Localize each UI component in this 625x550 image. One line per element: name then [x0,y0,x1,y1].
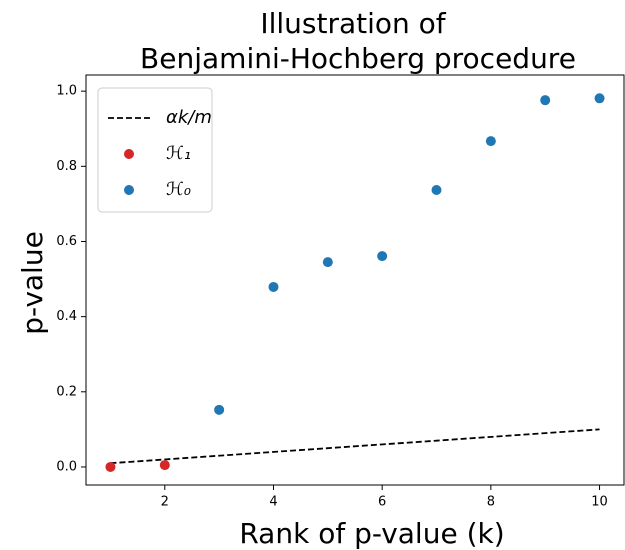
y-tick-label: 0.0 [56,459,77,474]
legend-label: ℋ₁ [166,143,191,164]
plot-frame [85,74,625,486]
y-tick-label: 1.0 [56,84,77,99]
chart-title: Illustration of [260,7,446,40]
point [268,281,279,292]
x-tick-label: 10 [591,495,608,510]
point [214,404,225,415]
y-tick-label: 0.4 [56,309,77,324]
legend-label: αk/m [166,107,212,128]
y-tick-label: 0.6 [56,234,77,249]
legend-marker [124,185,134,195]
point [322,257,333,268]
threshold-line [110,428,600,465]
y-tick-label: 0.2 [56,384,77,399]
x-tick-label: 8 [487,495,495,510]
x-axis-label: Rank of p-value (k) [239,517,504,550]
legend-box [97,87,213,213]
y-axis-label: p-value [16,231,49,335]
point [594,93,605,104]
legend-marker [124,149,134,159]
x-tick-label: 4 [269,495,277,510]
point [105,461,116,472]
chart-title: Benjamini-Hochberg procedure [140,42,576,75]
y-tick-label: 0.8 [56,159,77,174]
legend-label: ℋ₀ [166,179,191,200]
x-tick-label: 2 [161,495,169,510]
point [159,460,170,471]
x-tick-label: 6 [378,495,386,510]
point [540,95,551,106]
point [377,251,388,262]
point [485,136,496,147]
point [431,184,442,195]
